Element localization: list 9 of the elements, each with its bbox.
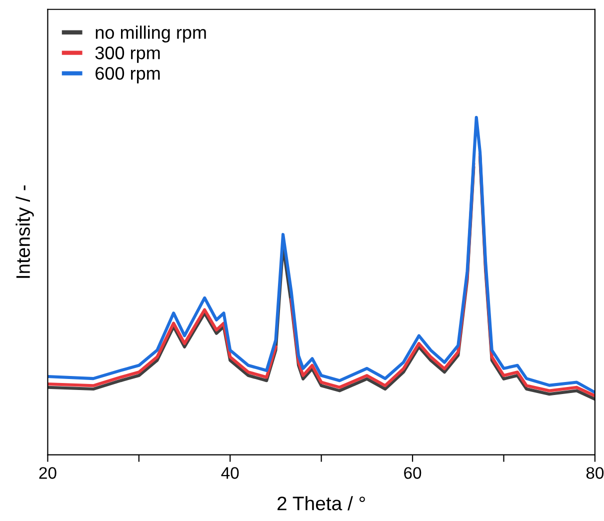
legend-label: no milling rpm xyxy=(96,26,206,42)
x-tick-label: 20 xyxy=(39,467,56,479)
x-tick-label: 80 xyxy=(586,467,604,479)
x-tick-label: 40 xyxy=(221,467,239,479)
x-tick-label: 60 xyxy=(404,467,422,479)
legend-label: 600 rpm xyxy=(96,66,160,84)
legend-label: 300 rpm xyxy=(95,46,160,63)
y-axis-title: Intensity / - xyxy=(16,185,34,278)
x-axis-title: 2 Theta / ° xyxy=(278,496,365,510)
